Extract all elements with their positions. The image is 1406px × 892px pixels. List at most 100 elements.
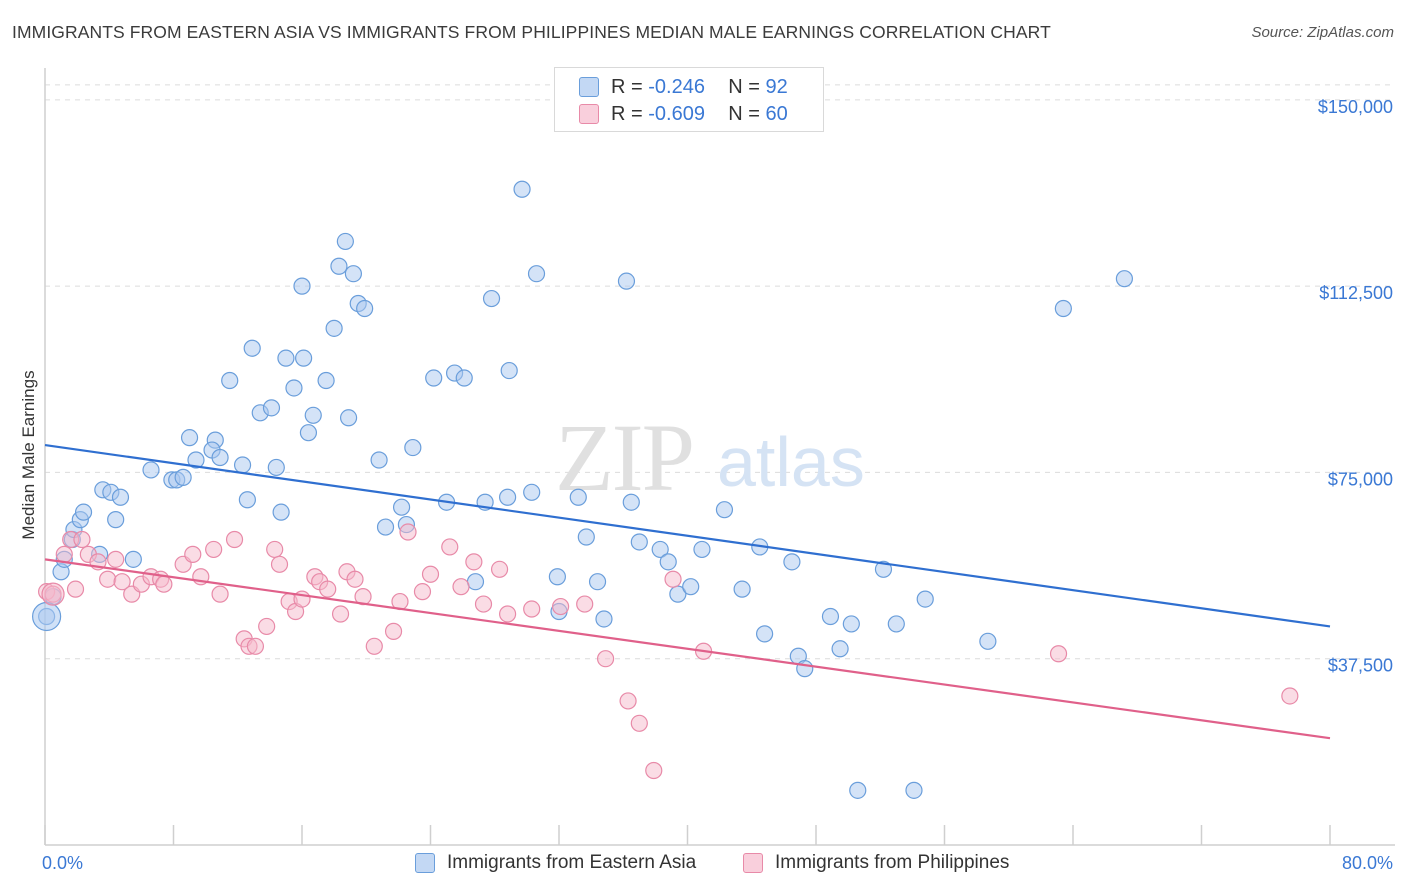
eastern-asia-point <box>482 289 501 308</box>
philippines-point <box>499 605 517 623</box>
philippines-point <box>225 530 244 549</box>
philippines-point <box>630 714 648 732</box>
eastern-asia-point <box>693 540 711 559</box>
philippines-point <box>421 565 440 583</box>
philippines-point <box>1281 687 1299 705</box>
philippines-point <box>270 555 289 573</box>
eastern-asia-point <box>842 615 860 633</box>
y-tick-label: $112,500 <box>1319 283 1393 303</box>
y-tick-label: $37,500 <box>1328 656 1393 676</box>
eastern-asia-point <box>466 573 485 591</box>
eastern-asia-point <box>356 299 374 318</box>
philippines-point <box>452 578 470 596</box>
legend-n-label: N = <box>728 102 760 125</box>
eastern-asia-point <box>339 409 358 427</box>
philippines-point <box>73 530 91 549</box>
eastern-asia-point <box>651 540 669 559</box>
eastern-asia-point <box>267 458 285 477</box>
eastern-asia-point <box>233 456 252 474</box>
chart-title: IMMIGRANTS FROM EASTERN ASIA VS IMMIGRAN… <box>12 22 1051 42</box>
philippines-point <box>184 545 202 563</box>
eastern-asia-point <box>174 468 192 486</box>
eastern-asia-point <box>392 498 411 516</box>
legend-row-eastern-asia: R = -0.246 N = 92 <box>579 75 788 99</box>
eastern-asia-point <box>285 379 303 397</box>
eastern-asia-point <box>733 580 751 598</box>
philippines-point <box>1049 645 1068 663</box>
eastern-asia-point <box>187 451 205 469</box>
philippines-point <box>66 580 85 598</box>
eastern-asia-point <box>849 781 867 799</box>
grid-lines <box>45 84 1395 660</box>
trend-line-philippines <box>44 558 1331 740</box>
y-axis-label: Median Male Earnings <box>19 370 38 539</box>
eastern-asia-point <box>755 625 774 643</box>
philippines-point <box>596 650 615 668</box>
philippines-point-large <box>41 582 65 606</box>
philippines-point <box>576 595 594 613</box>
eastern-asia-point <box>513 180 531 198</box>
philippines-point <box>99 570 117 588</box>
eastern-asia-point <box>548 568 566 586</box>
legend-n-value: 92 <box>765 75 788 98</box>
eastern-asia-point <box>916 590 934 608</box>
legend-r-value: -0.609 <box>648 102 705 125</box>
series-eastern-asia-points <box>32 180 1134 799</box>
philippines-point <box>319 580 337 598</box>
series-philippines-points <box>38 523 1299 780</box>
philippines-point <box>211 585 229 603</box>
philippines-point <box>266 540 284 559</box>
eastern-asia-point <box>783 553 801 571</box>
eastern-asia-point <box>595 610 613 628</box>
philippines-point <box>113 573 131 591</box>
watermark: ZIP atlas <box>555 404 865 511</box>
legend-item-eastern-asia[interactable]: Immigrants from Eastern Asia <box>415 852 696 874</box>
philippines-point <box>331 605 350 623</box>
eastern-asia-point <box>142 461 160 479</box>
eastern-asia-point <box>527 265 546 283</box>
eastern-asia-point <box>262 399 281 417</box>
eastern-asia-point <box>874 560 893 578</box>
eastern-asia-point <box>630 533 648 551</box>
legend-r-value: -0.246 <box>648 75 705 98</box>
eastern-asia-point <box>376 518 395 536</box>
legend-r-label: R = <box>611 75 643 98</box>
philippines-point <box>441 538 459 556</box>
legend-n-label: N = <box>728 75 760 98</box>
eastern-asia-point <box>821 607 840 626</box>
eastern-asia-point <box>317 371 335 390</box>
eastern-asia-point <box>588 573 607 591</box>
watermark-atlas: atlas <box>717 423 865 501</box>
eastern-asia-point <box>577 528 595 546</box>
eastern-asia-point <box>569 488 587 506</box>
eastern-asia-point <box>211 448 229 467</box>
eastern-asia-point <box>455 369 473 387</box>
eastern-asia-point <box>622 493 640 511</box>
legend-item-philippines[interactable]: Immigrants from Philippines <box>743 852 1009 874</box>
eastern-asia-point <box>979 632 997 650</box>
eastern-asia-point <box>905 781 923 799</box>
eastern-asia-point <box>796 660 814 678</box>
eastern-asia-point <box>277 349 295 367</box>
eastern-asia-point-large <box>32 601 62 632</box>
eastern-asia-point <box>124 550 142 568</box>
y-tick-label: $75,000 <box>1328 469 1393 489</box>
tick-labels: $37,500 $75,000 $112,500 $150,000 0.0% 80.0% <box>42 97 1393 873</box>
eastern-asia-point <box>499 488 517 506</box>
legend-n-value: 60 <box>765 102 788 125</box>
eastern-asia-point <box>330 257 348 275</box>
philippines-point <box>399 523 417 541</box>
philippines-point <box>523 600 541 618</box>
philippines-point <box>365 637 383 655</box>
eastern-asia-point <box>500 361 518 380</box>
eastern-asia-point <box>107 511 125 529</box>
philippines-point <box>413 583 432 601</box>
x-tick-label: 0.0% <box>42 853 83 873</box>
source-label: Source: ZipAtlas.com <box>1251 24 1394 41</box>
philippines-point <box>258 617 276 636</box>
philippines-point <box>155 575 173 593</box>
philippines-point <box>664 570 682 588</box>
legend-swatch-pink <box>579 104 599 124</box>
eastern-asia-point <box>221 371 239 390</box>
eastern-asia-point <box>682 578 700 596</box>
